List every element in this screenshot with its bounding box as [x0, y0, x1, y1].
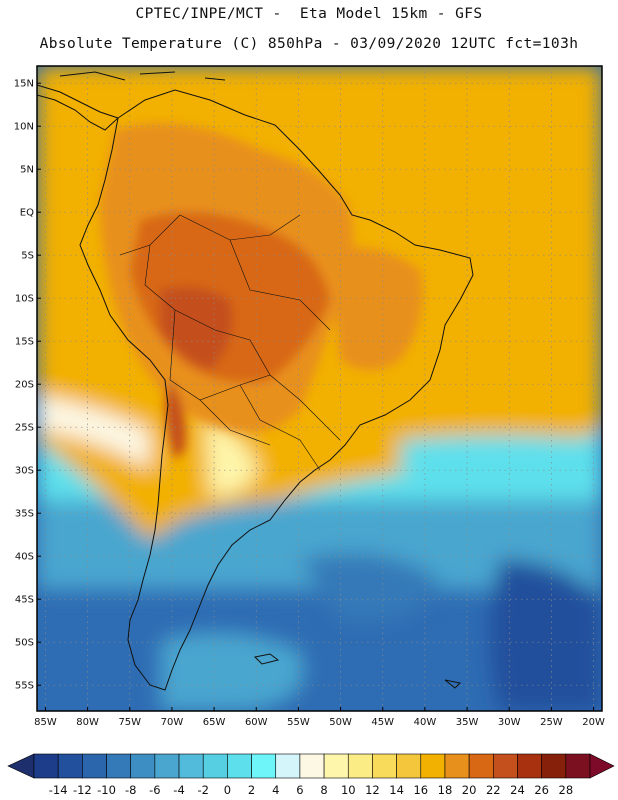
country-borders — [119, 214, 341, 471]
chart-subtitle: Absolute Temperature (C) 850hPa - 03/09/… — [39, 36, 579, 52]
colorbar-swatch — [178, 753, 204, 779]
lon-tick-label: 25W — [540, 717, 563, 728]
lat-tick-label: 30S — [15, 466, 34, 477]
colorbar-under-arrow — [7, 753, 35, 779]
colorbar-swatch — [372, 753, 397, 779]
colorbar-swatch — [251, 753, 277, 779]
lon-tick-label: 85W — [34, 717, 57, 728]
colorbar-tick-label: 14 — [389, 783, 404, 797]
lat-tick-label: 5N — [20, 165, 34, 176]
colorbar-swatch — [82, 753, 107, 779]
border-lines — [119, 214, 341, 471]
colorbar-tick-label: 8 — [320, 783, 327, 797]
colorbar-tick-label: -4 — [173, 783, 184, 797]
lat-tick-label: 5S — [21, 251, 34, 262]
lat-tick-label: 40S — [15, 552, 34, 563]
colorbar-swatch — [33, 753, 59, 779]
colorbar-labels: -14 -12 -10 -8 -6 -4 -2 0 2 4 6 8 10 12 14 16 18 20 22 24 26… — [49, 783, 573, 797]
colorbar-swatch — [227, 753, 252, 779]
colorbar-tick-label: 24 — [510, 783, 525, 797]
colorbar-swatch — [517, 753, 542, 779]
temperature-field — [37, 66, 602, 711]
colorbar-tick-label: 18 — [438, 783, 453, 797]
colorbar-swatch — [396, 753, 422, 779]
colorbar-swatch — [420, 753, 446, 779]
longitude-axis: 85W 80W 75W 70W 65W 60W 55W 50W 45W 40W 35W 30W 25W 2… — [34, 707, 605, 728]
coastline — [37, 71, 474, 691]
lat-tick-label: 15S — [15, 337, 34, 348]
colorbar-tick-label: 2 — [248, 783, 255, 797]
colorbar-tick-label: 12 — [365, 783, 380, 797]
colorbar-tick-label: 22 — [486, 783, 501, 797]
lon-tick-label: 80W — [76, 717, 99, 728]
lat-tick-label: 10N — [14, 122, 34, 133]
map-frame — [36, 65, 603, 712]
lat-tick-label: EQ — [20, 208, 34, 219]
colorbar-swatch — [154, 753, 180, 779]
lon-tick-label: 60W — [245, 717, 268, 728]
colorbar-swatch — [275, 753, 301, 779]
caribbean-islands — [59, 71, 226, 81]
colorbar-tick-label: 26 — [534, 783, 549, 797]
colorbar-swatch — [202, 753, 228, 779]
colorbar-tick-label: -2 — [197, 783, 208, 797]
lat-tick-label: 55S — [15, 681, 34, 692]
colorbar-swatch — [565, 753, 591, 779]
lat-tick-label: 10S — [15, 294, 34, 305]
colorbar-tick-label: 16 — [413, 783, 428, 797]
falkland-islands — [253, 653, 280, 665]
latitude-axis: 15N 10N 5N EQ 5S 10S 15S 20S 25S 30S 35S 40S 45S 50S 5… — [14, 79, 41, 692]
colorbar-swatch — [57, 753, 83, 779]
lon-tick-label: 70W — [161, 717, 184, 728]
colorbar-swatch — [299, 753, 325, 779]
colorbar-tick-label: -8 — [125, 783, 136, 797]
colorbar-over-arrow — [589, 753, 615, 779]
lon-tick-label: 20W — [582, 717, 605, 728]
georgia-island — [444, 679, 462, 689]
colorbar-swatch — [468, 753, 494, 779]
chart-title: CPTEC/INPE/MCT - Eta Model 15km - GFS — [135, 6, 483, 22]
colorbar-swatch — [130, 753, 156, 779]
colorbar-tick-label: 0 — [224, 783, 231, 797]
central-america-coast — [37, 84, 119, 131]
lon-tick-label: 30W — [498, 717, 521, 728]
colorbar-tick-label: 28 — [559, 783, 574, 797]
colorbar-swatch — [347, 753, 373, 779]
colorbar-tick-label: 10 — [341, 783, 356, 797]
colorbar-tick-label: -14 — [49, 783, 68, 797]
lat-tick-label: 25S — [15, 423, 34, 434]
colorbar-tick-label: -12 — [73, 783, 92, 797]
lon-tick-label: 55W — [287, 717, 310, 728]
graticule — [37, 66, 602, 711]
colorbar-tick-label: 4 — [272, 783, 279, 797]
lat-tick-label: 50S — [15, 638, 34, 649]
colorbar-swatch — [493, 753, 518, 779]
lon-tick-label: 65W — [203, 717, 226, 728]
lon-tick-label: 50W — [329, 717, 352, 728]
lat-tick-label: 35S — [15, 509, 34, 520]
colorbar-tick-label: -10 — [97, 783, 116, 797]
lon-tick-label: 35W — [456, 717, 479, 728]
colorbar-swatch — [106, 753, 131, 779]
colorbar — [7, 753, 615, 779]
lat-tick-label: 45S — [15, 595, 34, 606]
colorbar-tick-label: 6 — [296, 783, 303, 797]
south-america-coast — [79, 89, 474, 691]
lat-tick-label: 20S — [15, 380, 34, 391]
lon-tick-label: 45W — [371, 717, 394, 728]
lon-tick-label: 75W — [118, 717, 141, 728]
colorbar-tick-label: 20 — [462, 783, 477, 797]
colorbar-swatch — [323, 753, 349, 779]
colorbar-swatch — [444, 753, 470, 779]
lat-tick-label: 15N — [14, 79, 34, 90]
lon-tick-label: 40W — [414, 717, 437, 728]
colorbar-swatch — [541, 753, 567, 779]
colorbar-tick-label: -6 — [149, 783, 160, 797]
